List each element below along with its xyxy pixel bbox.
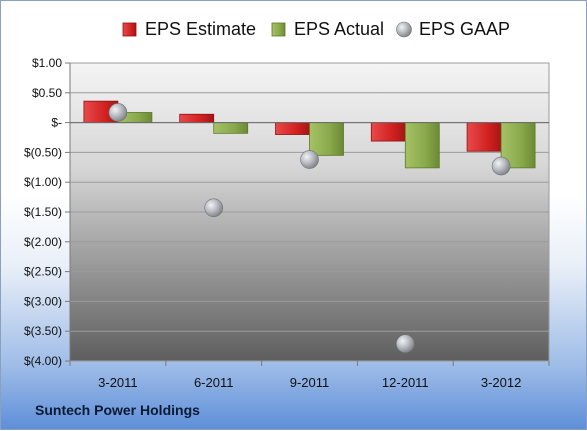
eps-estimate-bar — [275, 122, 310, 135]
y-axis: $1.00 $0.50 $- $(0.50) $(1.00) $(1.50) $(2.00)… — [24, 56, 71, 368]
y-tick-label: $(1.00) — [24, 175, 62, 189]
legend: EPS Estimate EPS Actual EPS GAAP — [122, 19, 510, 39]
legend-label: EPS GAAP — [419, 19, 510, 39]
legend-swatch — [396, 21, 412, 38]
eps-estimate-bar — [370, 122, 406, 142]
legend-swatch — [271, 22, 286, 37]
y-tick-label: $(3.00) — [24, 294, 62, 308]
eps-estimate-bar — [466, 122, 502, 152]
y-tick-label: $1.00 — [32, 56, 62, 70]
eps-gaap-marker — [300, 150, 319, 169]
eps-actual-bar — [213, 122, 249, 134]
y-tick-label: $- — [51, 116, 62, 130]
legend-label: EPS Actual — [294, 19, 384, 39]
eps-gaap-marker — [204, 198, 223, 218]
y-tick-label: $(2.50) — [24, 265, 62, 279]
y-tick-label: $(3.50) — [24, 324, 62, 338]
eps-gaap-marker — [491, 156, 511, 176]
gridlines — [70, 62, 549, 362]
eps-gaap-marker — [395, 334, 415, 354]
legend-label: EPS Estimate — [145, 19, 256, 39]
y-tick-label: $(0.50) — [24, 145, 62, 159]
x-tick-label: 3-2011 — [98, 375, 138, 390]
gaap-markers — [108, 103, 511, 354]
eps-actual-bar — [404, 122, 440, 169]
x-tick-label: 9-2011 — [290, 375, 330, 390]
x-axis: 3-2011 6-2011 9-2011 12-2011 3-2012 — [69, 361, 550, 390]
eps-estimate-bar — [179, 113, 215, 123]
legend-swatch — [122, 22, 137, 37]
y-tick-label: $(4.00) — [24, 354, 62, 368]
x-tick-label: 6-2011 — [194, 375, 234, 390]
y-tick-label: $(2.00) — [24, 235, 62, 249]
x-tick-label: 12-2011 — [382, 375, 429, 390]
y-tick-label: $0.50 — [32, 86, 62, 100]
company-name: Suntech Power Holdings — [35, 402, 200, 418]
eps-gaap-marker — [108, 103, 128, 122]
x-tick-label: 3-2012 — [481, 375, 521, 390]
eps-actual-bar — [309, 122, 344, 156]
y-tick-label: $(1.50) — [24, 205, 62, 219]
